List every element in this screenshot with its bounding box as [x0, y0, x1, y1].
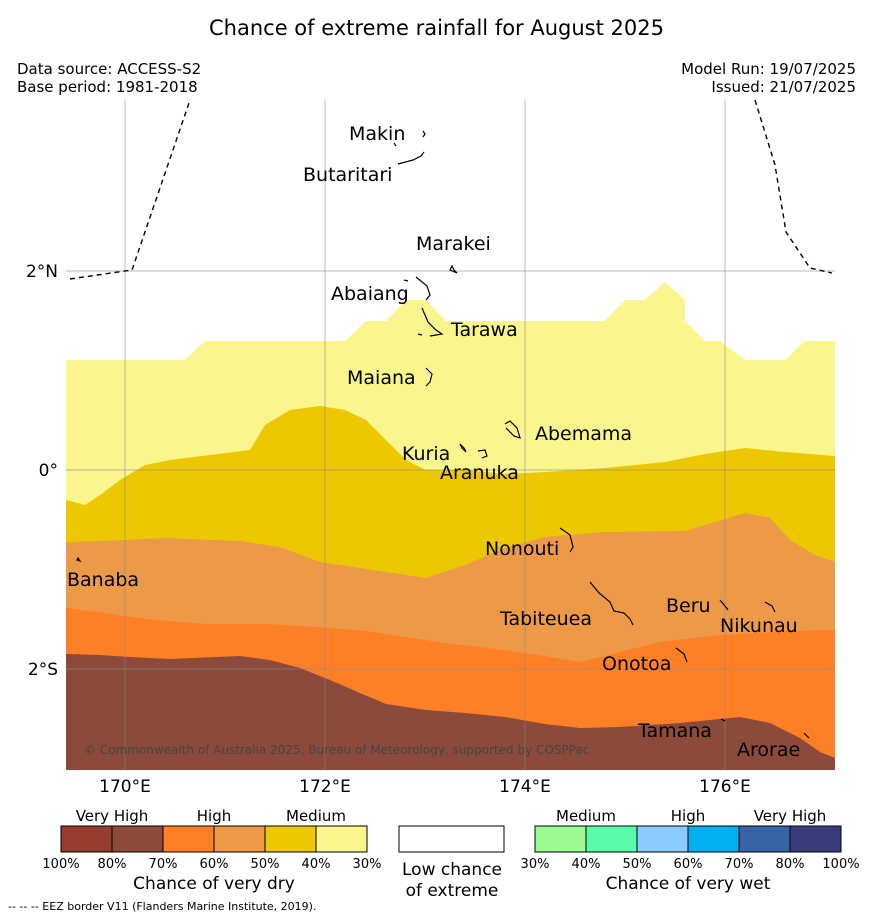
label-abemama: Abemama — [535, 423, 632, 445]
y-tick-0: 0° — [39, 461, 58, 481]
island-nonouti — [559, 527, 574, 553]
label-nonouti: Nonouti — [485, 538, 559, 560]
map-title: Chance of extreme rainfall for August 20… — [209, 16, 664, 40]
data-source: Data source: ACCESS-S2 — [17, 60, 202, 78]
gridlines — [66, 100, 835, 770]
wet-caption: Chance of very wet — [606, 874, 771, 894]
x-tick-172: 172°E — [299, 777, 351, 797]
neutral-caption-1: Low chance — [402, 860, 502, 880]
y-tick-2s: 2°S — [28, 660, 58, 680]
island-tabiteuea — [589, 581, 634, 626]
wet-swatch-1 — [585, 825, 638, 853]
island-maiana — [425, 367, 433, 387]
dry-swatch-4 — [264, 825, 317, 853]
island-arorae — [803, 732, 810, 739]
label-beru: Beru — [666, 595, 711, 617]
label-marakei: Marakei — [416, 233, 491, 255]
dry-swatch-0 — [60, 825, 113, 853]
dry-pct-40: 40% — [302, 857, 331, 872]
wet-swatch-3 — [687, 825, 740, 853]
base-period: Base period: 1981-2018 — [17, 78, 198, 96]
dry-caption: Chance of very dry — [133, 874, 295, 894]
wet-heading-medium: Medium — [556, 807, 616, 825]
island-nikunau — [764, 601, 776, 613]
dry-swatch-5 — [315, 825, 368, 853]
dry-swatch-1 — [111, 825, 164, 853]
island-beru — [719, 599, 729, 611]
wet-heading-very-high: Very High — [754, 807, 827, 825]
island-labels: Makin Butaritari Marakei Abaiang Tarawa … — [67, 123, 800, 761]
probability-zones — [66, 282, 835, 770]
label-tabiteuea: Tabiteuea — [499, 608, 592, 630]
dry-pct-100: 100% — [42, 857, 79, 872]
island-kuria — [459, 443, 467, 453]
wet-pct-30: 30% — [521, 857, 550, 872]
island-tarawa — [417, 307, 444, 337]
axis-ticks: 170°E 172°E 174°E 176°E 2°N 0° 2°S — [26, 262, 751, 797]
label-onotoa: Onotoa — [602, 653, 671, 675]
neutral-swatch — [398, 825, 505, 853]
label-maiana: Maiana — [347, 367, 416, 389]
x-tick-174: 174°E — [499, 777, 551, 797]
dry-swatch-3 — [213, 825, 266, 853]
wet-pct-100: 100% — [822, 857, 859, 872]
island-marakei — [449, 264, 458, 274]
island-banaba — [76, 556, 82, 563]
label-abaiang: Abaiang — [331, 283, 409, 305]
dry-heading-high: High — [197, 807, 231, 825]
issued-date: Issued: 21/07/2025 — [711, 78, 856, 96]
wet-swatch-5 — [789, 825, 842, 853]
island-abaiang — [403, 276, 431, 301]
wet-swatch-2 — [636, 825, 689, 853]
zone-very-dry — [66, 654, 835, 770]
island-onotoa — [675, 647, 688, 663]
eez-border — [69, 99, 833, 280]
dry-pct-50: 50% — [251, 857, 280, 872]
wet-swatch-0 — [534, 825, 587, 853]
label-tamana: Tamana — [637, 720, 712, 742]
y-tick-2n: 2°N — [26, 262, 58, 282]
island-makin — [422, 130, 426, 138]
wet-pct-70: 70% — [725, 857, 754, 872]
model-run: Model Run: 19/07/2025 — [681, 60, 856, 78]
neutral-caption-2: of extreme — [406, 881, 499, 901]
label-tarawa: Tarawa — [450, 319, 518, 341]
island-abemama — [504, 420, 521, 439]
dry-swatch-2 — [162, 825, 215, 853]
label-butaritari: Butaritari — [303, 164, 392, 186]
island-aranuka — [477, 449, 488, 459]
legend-neutral: Low chance of extreme — [398, 825, 505, 901]
x-tick-176: 176°E — [699, 777, 751, 797]
label-kuria: Kuria — [402, 443, 450, 465]
wet-pct-50: 50% — [623, 857, 652, 872]
dry-pct-70: 70% — [149, 857, 178, 872]
dry-pct-80: 80% — [98, 857, 127, 872]
dry-heading-medium: Medium — [286, 807, 346, 825]
island-butaritari — [393, 142, 425, 165]
wet-pct-40: 40% — [572, 857, 601, 872]
wet-pct-80: 80% — [776, 857, 805, 872]
copyright-notice: © Commonwealth of Australia 2025, Bureau… — [84, 743, 589, 757]
wet-heading-high: High — [671, 807, 705, 825]
island-tamana — [720, 718, 726, 722]
dry-heading-very-high: Very High — [76, 807, 149, 825]
dry-pct-60: 60% — [200, 857, 229, 872]
x-tick-170: 170°E — [99, 777, 151, 797]
label-nikunau: Nikunau — [720, 615, 798, 637]
island-outlines — [76, 130, 810, 739]
legend-dry: Very High High Medium 100% 80% 70% 60% 5… — [42, 807, 381, 894]
label-arorae: Arorae — [737, 739, 800, 761]
wet-pct-60: 60% — [674, 857, 703, 872]
wet-swatch-4 — [738, 825, 791, 853]
label-aranuka: Aranuka — [440, 462, 519, 484]
label-makin: Makin — [349, 123, 405, 145]
eez-footnote: -- -- -- EEZ border V11 (Flanders Marine… — [8, 900, 317, 913]
dry-pct-30: 30% — [353, 857, 382, 872]
legend-wet: Medium High Very High 30% 40% 50% 60% 70… — [521, 807, 860, 894]
label-banaba: Banaba — [67, 569, 139, 591]
